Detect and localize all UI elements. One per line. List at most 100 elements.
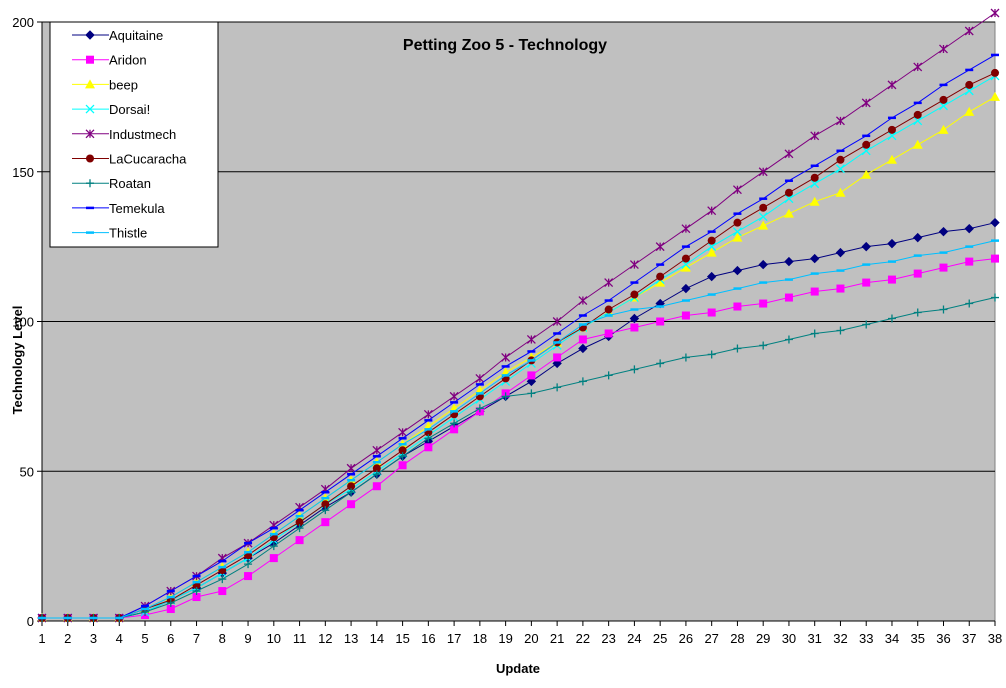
- data-point-aridon: [450, 425, 459, 434]
- x-tick-label: 25: [653, 631, 667, 646]
- data-point-roatan: [398, 452, 407, 461]
- data-point-lacucaracha: [810, 173, 819, 182]
- legend-swatch-marker: [86, 179, 94, 188]
- data-point-roatan: [192, 587, 201, 596]
- data-point-beep: [680, 262, 691, 272]
- series-line-thistle: [42, 240, 996, 619]
- data-point-aridon: [991, 254, 999, 263]
- series-line-roatan: [42, 297, 996, 619]
- legend-label: Dorsai!: [109, 102, 150, 117]
- data-point-industmech: [913, 62, 923, 72]
- legend-label: Roatan: [109, 176, 151, 191]
- data-point-roatan: [475, 404, 484, 413]
- legend-label: Temekula: [109, 201, 165, 216]
- data-point-industmech: [475, 373, 485, 383]
- x-tick-label: 21: [550, 631, 564, 646]
- data-point-aridon: [862, 278, 871, 287]
- data-point-roatan: [604, 371, 613, 380]
- data-point-aridon: [965, 257, 974, 266]
- data-point-roatan: [939, 305, 948, 314]
- data-point-aridon: [372, 482, 381, 491]
- data-point-lacucaracha: [321, 500, 330, 509]
- data-point-roatan: [991, 293, 999, 302]
- data-point-lacucaracha: [913, 110, 922, 119]
- y-tick-label: 0: [27, 614, 34, 629]
- data-point-aquitaine: [835, 247, 846, 258]
- x-tick-label: 9: [244, 631, 251, 646]
- x-tick-label: 38: [988, 631, 1002, 646]
- data-point-aquitaine: [758, 259, 768, 270]
- data-point-lacucaracha: [939, 95, 948, 104]
- data-point-roatan: [450, 419, 459, 428]
- data-point-aquitaine: [938, 226, 949, 237]
- data-point-industmech: [346, 463, 356, 473]
- data-point-aquitaine: [861, 241, 871, 252]
- data-point-industmech: [707, 206, 717, 216]
- legend-label: LaCucaracha: [109, 152, 187, 167]
- data-point-aridon: [295, 536, 304, 545]
- data-point-industmech: [810, 131, 820, 141]
- x-tick-label: 14: [370, 631, 384, 646]
- data-point-industmech: [449, 391, 459, 401]
- data-point-roatan: [218, 575, 227, 584]
- data-point-aridon: [553, 353, 562, 362]
- data-point-industmech: [732, 185, 742, 195]
- data-point-dorsai: [758, 212, 768, 222]
- data-point-lacucaracha: [965, 80, 974, 89]
- data-point-industmech: [501, 352, 511, 362]
- data-point-roatan: [501, 392, 510, 401]
- series-line-lacucaracha: [42, 72, 996, 619]
- data-point-industmech: [552, 317, 562, 326]
- data-point-dorsai: [964, 86, 974, 96]
- y-tick-label: 50: [20, 464, 34, 479]
- data-point-roatan: [862, 320, 871, 329]
- x-tick-label: 17: [447, 631, 461, 646]
- data-point-aridon: [166, 605, 175, 614]
- data-point-beep: [835, 187, 846, 197]
- series-layer: [37, 8, 1000, 623]
- legend-swatch-marker: [85, 30, 95, 40]
- data-point-roatan: [269, 542, 278, 551]
- data-point-aridon: [604, 329, 613, 338]
- x-tick-label: 16: [421, 631, 435, 646]
- legend-swatch-marker: [85, 129, 95, 139]
- x-tick-label: 5: [141, 631, 148, 646]
- x-tick-label: 20: [524, 631, 538, 646]
- data-point-industmech: [758, 167, 768, 177]
- x-tick-label: 32: [833, 631, 847, 646]
- data-point-dorsai: [732, 227, 742, 237]
- y-tick-label: 100: [12, 315, 34, 330]
- data-point-aquitaine: [887, 238, 897, 249]
- data-point-roatan: [372, 470, 381, 479]
- data-point-industmech: [578, 296, 588, 305]
- data-point-dorsai: [681, 260, 691, 270]
- data-point-aridon: [321, 518, 330, 527]
- data-point-roatan: [810, 329, 819, 338]
- data-point-lacucaracha: [398, 446, 407, 455]
- data-point-aridon: [939, 263, 948, 272]
- data-point-roatan: [707, 350, 716, 359]
- legend-label: Aquitaine: [109, 28, 163, 43]
- x-tick-label: 3: [90, 631, 97, 646]
- x-tick-label: 33: [859, 631, 873, 646]
- legend-item-thistle: Thistle: [72, 226, 147, 241]
- x-tick-label: 19: [498, 631, 512, 646]
- legend-swatch-marker: [85, 79, 95, 89]
- x-tick-label: 37: [962, 631, 976, 646]
- data-point-lacucaracha: [707, 236, 716, 245]
- data-point-industmech: [526, 335, 536, 344]
- data-point-roatan: [553, 383, 562, 392]
- data-point-aquitaine: [809, 253, 820, 264]
- legend-item-lacucaracha: LaCucaracha: [72, 152, 187, 167]
- x-tick-label: 34: [885, 631, 899, 646]
- data-point-roatan: [578, 377, 587, 386]
- series-line-dorsai: [42, 75, 996, 619]
- data-point-aridon: [578, 335, 587, 344]
- legend-swatch-marker: [85, 104, 95, 114]
- data-point-industmech: [887, 80, 897, 90]
- data-point-beep: [964, 106, 975, 116]
- data-point-lacucaracha: [656, 272, 665, 281]
- data-point-beep: [706, 247, 717, 257]
- data-point-aridon: [656, 317, 665, 326]
- y-tick-label: 150: [12, 165, 34, 180]
